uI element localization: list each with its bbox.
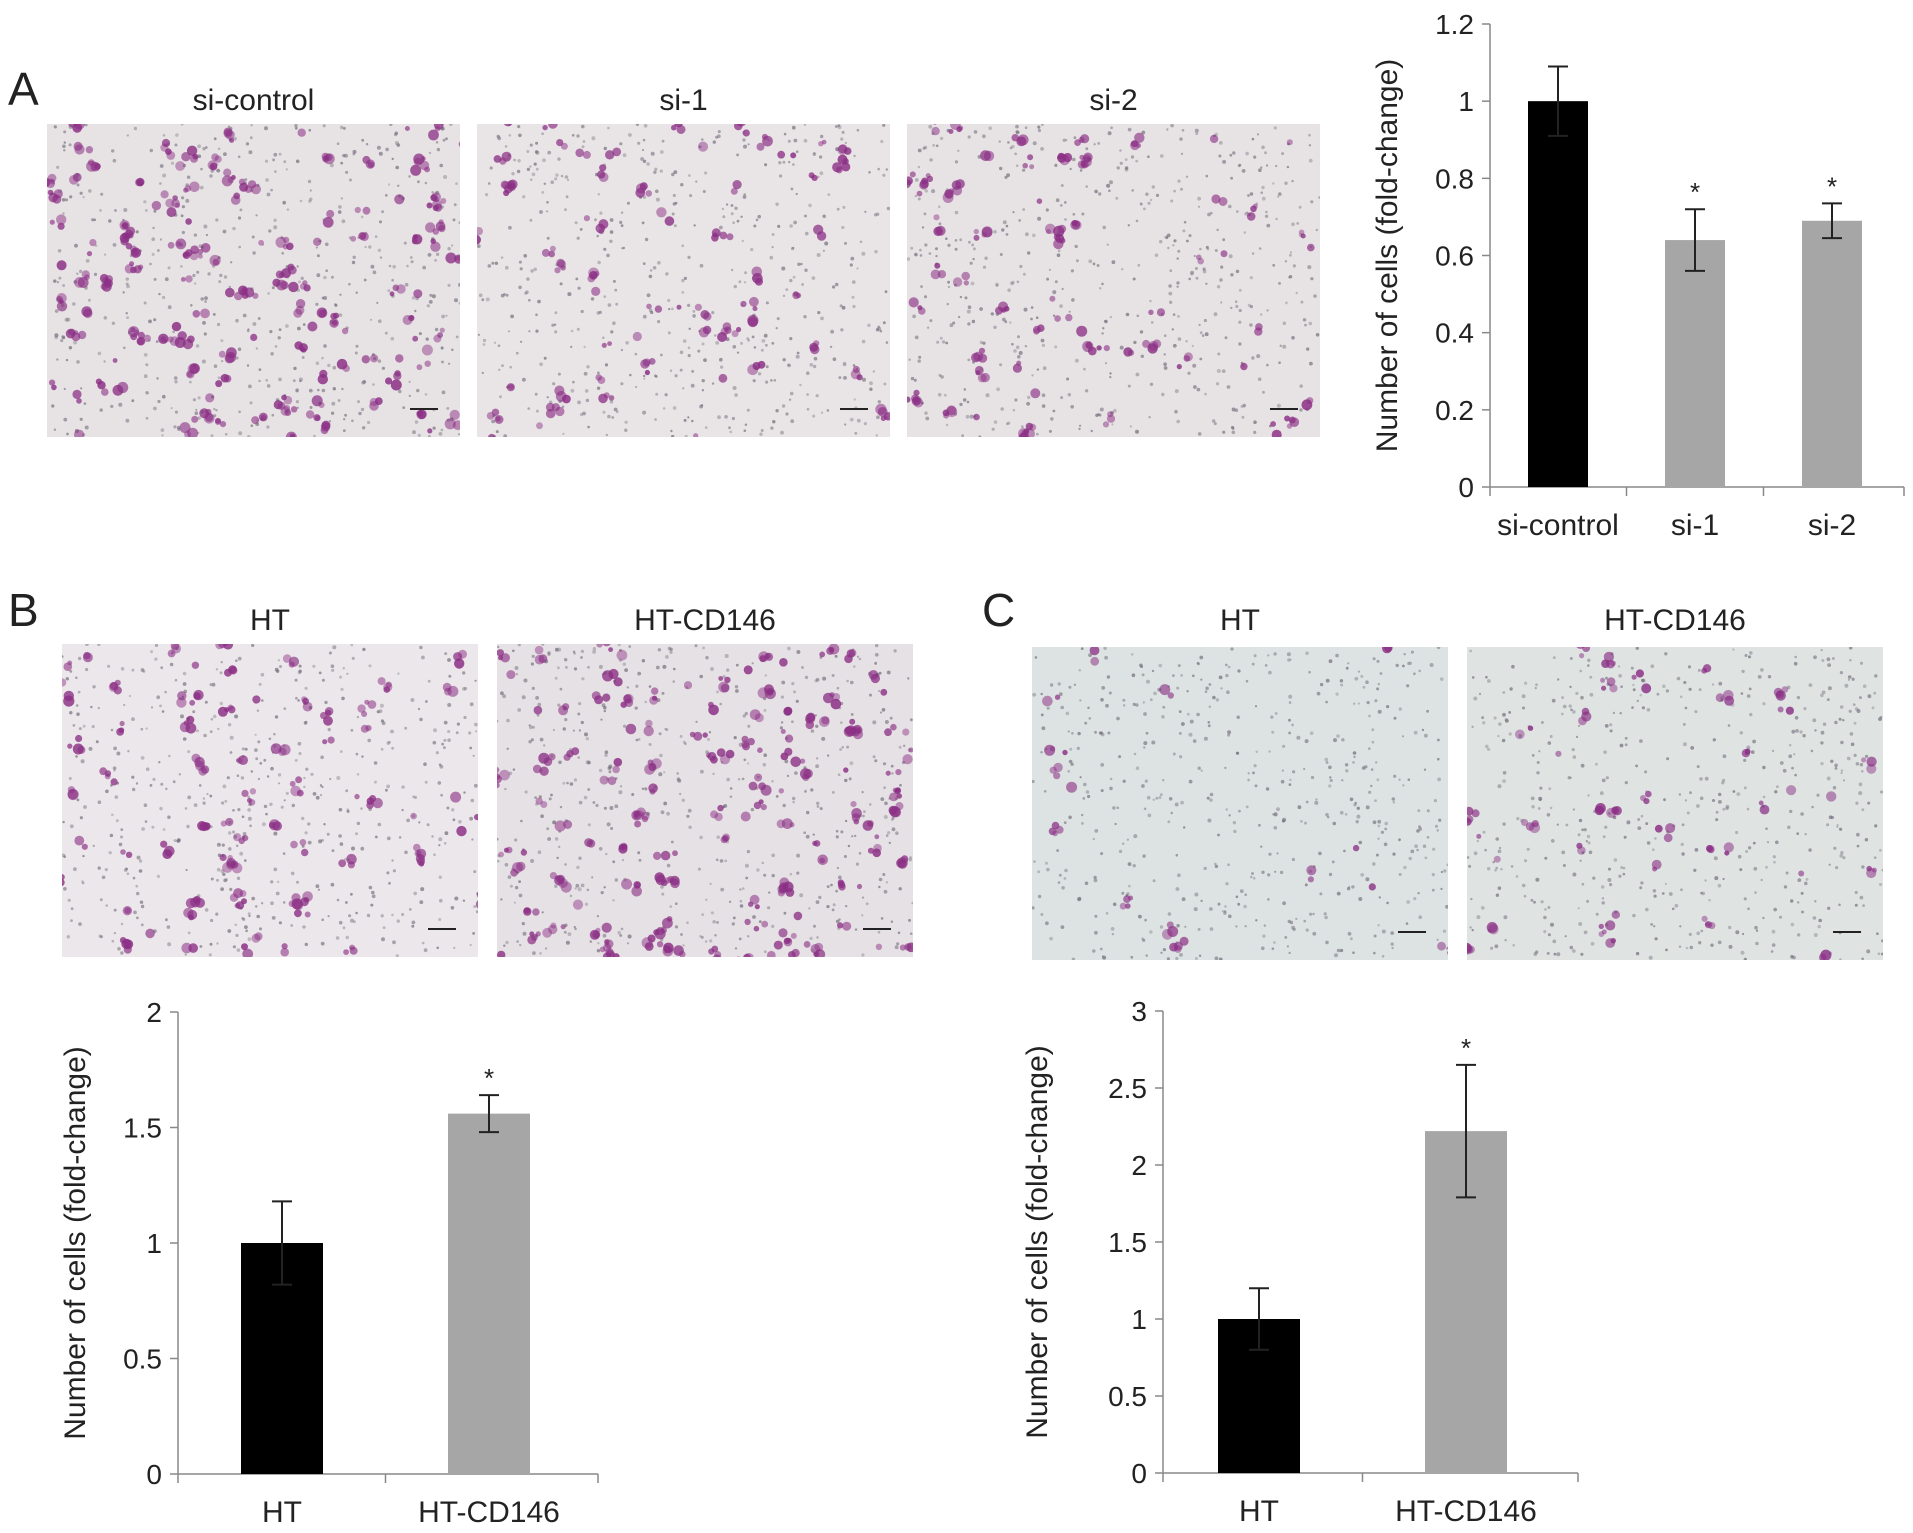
x-category-label: HT (262, 1496, 302, 1529)
error-bar (1249, 1287, 1269, 1351)
panel-letter-a: A (8, 63, 39, 115)
bar (1802, 220, 1862, 487)
y-tick-label: 3 (1131, 996, 1147, 1027)
x-category-label: HT (1239, 1495, 1279, 1528)
error-bar (1456, 1063, 1476, 1199)
image-label-si-control: si-control (192, 84, 315, 117)
significance-marker: * (1827, 171, 1837, 201)
y-tick-label: 1.5 (123, 1113, 162, 1144)
image-label-si-2: si-2 (1089, 84, 1138, 117)
significance-marker: * (1690, 177, 1700, 207)
micrograph-texture (1467, 647, 1883, 960)
micrograph-texture (47, 124, 460, 437)
x-category-label: HT-CD146 (418, 1496, 560, 1529)
micrograph-si-control (47, 124, 460, 437)
y-tick-label: 0 (1131, 1458, 1147, 1489)
y-tick-label: 0.2 (1435, 395, 1474, 426)
bar (1218, 1319, 1300, 1473)
bar (448, 1113, 530, 1474)
y-tick-label: 1.2 (1435, 9, 1474, 40)
image-label-ht-c: HT (1220, 604, 1260, 637)
error-bar (1548, 65, 1568, 137)
y-tick-label: 1.5 (1108, 1227, 1147, 1258)
bar (1425, 1131, 1507, 1473)
x-category-label: si-1 (1671, 509, 1719, 542)
micrograph-texture (477, 124, 890, 437)
micrograph-ht-b (62, 644, 478, 957)
y-tick-label: 1 (146, 1228, 162, 1259)
y-tick-label: 0.8 (1435, 163, 1474, 194)
micrograph-texture (1032, 647, 1448, 960)
y-axis-title: Number of cells (fold-change) (1021, 1045, 1054, 1439)
y-tick-label: 0 (1458, 472, 1474, 503)
significance-marker: * (484, 1063, 494, 1093)
bar (241, 1243, 323, 1474)
y-tick-label: 0.4 (1435, 318, 1474, 349)
error-bar (479, 1094, 499, 1134)
image-label-si-1: si-1 (659, 84, 708, 117)
micrograph-si-2 (907, 124, 1320, 437)
image-label-ht-cd146-c: HT-CD146 (1604, 604, 1746, 637)
micrograph-texture (62, 644, 478, 957)
bar (1665, 240, 1725, 487)
image-label-ht-cd146-b: HT-CD146 (634, 604, 776, 637)
x-category-label: HT-CD146 (1395, 1495, 1537, 1528)
panel-letter-c: C (982, 584, 1016, 636)
x-category-label: si-control (1497, 509, 1619, 542)
panel-letter-b: B (8, 584, 39, 636)
bar (1528, 101, 1588, 488)
error-bar (272, 1200, 292, 1286)
micrograph-texture (497, 644, 913, 957)
y-tick-label: 2.5 (1108, 1073, 1147, 1104)
micrograph-ht-cd146-c (1467, 647, 1883, 960)
y-tick-label: 0.5 (1108, 1381, 1147, 1412)
error-bar (1822, 202, 1842, 240)
y-tick-label: 1 (1458, 86, 1474, 117)
micrograph-si-1 (477, 124, 890, 437)
y-axis-title: Number of cells (fold-change) (59, 1046, 92, 1440)
y-tick-label: 0 (146, 1459, 162, 1490)
micrograph-ht-cd146-b (497, 644, 913, 957)
micrograph-ht-c (1032, 647, 1448, 960)
micrograph-texture (907, 124, 1320, 437)
image-label-ht-b: HT (250, 604, 290, 637)
y-tick-label: 2 (1131, 1150, 1147, 1181)
x-category-label: si-2 (1808, 509, 1856, 542)
y-tick-label: 0.5 (123, 1344, 162, 1375)
y-axis-title: Number of cells (fold-change) (1371, 59, 1404, 453)
y-tick-label: 0.6 (1435, 241, 1474, 272)
y-tick-label: 1 (1131, 1304, 1147, 1335)
y-tick-label: 2 (146, 997, 162, 1028)
significance-marker: * (1461, 1033, 1471, 1063)
error-bar (1685, 208, 1705, 272)
